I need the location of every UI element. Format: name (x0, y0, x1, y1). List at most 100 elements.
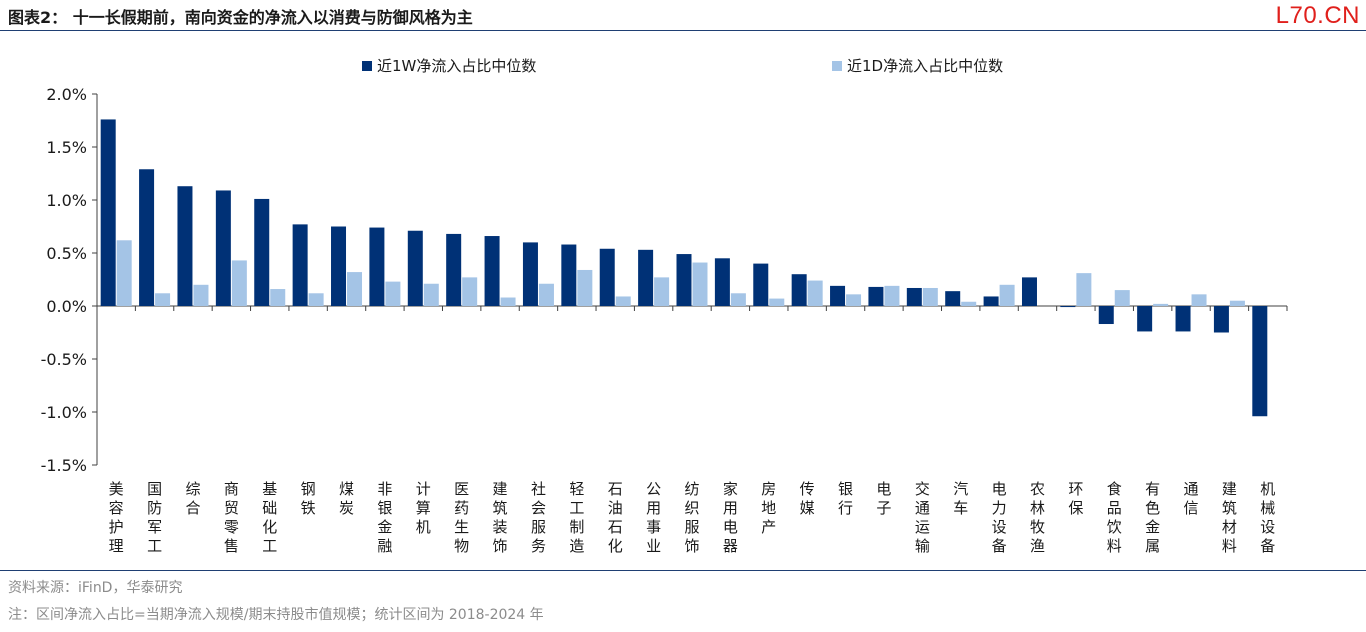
bar-1d (577, 269, 593, 306)
y-tick-label: 0.5% (46, 244, 87, 263)
legend-label: 近1D净流入占比中位数 (847, 57, 1003, 75)
category-label: 环保 (1068, 480, 1083, 517)
figure-title: 图表2： 十一长假期前，南向资金的净流入以消费与防御风格为主 (8, 8, 473, 27)
bar-1d (922, 287, 938, 306)
bar-1w (753, 263, 769, 306)
bottom-divider (0, 570, 1366, 571)
bar-1w (522, 242, 538, 306)
watermark-logo: L70.CN (1275, 2, 1360, 29)
bar-1d (999, 284, 1015, 306)
bar-1w (1060, 306, 1076, 308)
bar-1d (654, 277, 670, 306)
bar-chart: 2.0% 1.5% 1.0% 0.5% 0.0% -0.5% -1.0% -1.5% 美容护理 国… (41, 57, 1288, 555)
bar-1w (254, 198, 270, 306)
chart-area: 2.0% 1.5% 1.0% 0.5% 0.0% -0.5% -1.0% -1.5% 美容护理 国… (0, 40, 1366, 569)
legend-swatch (362, 61, 372, 71)
category-label: 通信 (1184, 480, 1199, 517)
bar-1w (1213, 306, 1229, 333)
bar-1w (983, 296, 999, 306)
bar-1w (1021, 277, 1037, 306)
bar-1w (676, 254, 692, 306)
bar-1w (1175, 306, 1191, 332)
category-label: 综合 (185, 480, 200, 517)
bar-1w (215, 190, 231, 306)
category-label: 机械设备 (1260, 480, 1275, 555)
category-label: 国防军工 (147, 480, 162, 555)
bar-1d (1229, 300, 1245, 306)
y-tick-label: 1.0% (46, 191, 87, 210)
category-label: 石油石化 (608, 480, 623, 555)
bar-1d (116, 240, 132, 306)
category-label: 计算机 (416, 480, 431, 536)
bar-1w (1098, 306, 1114, 325)
category-label: 家用电器 (723, 480, 738, 555)
bar-1d (884, 285, 900, 306)
bar-1w (599, 248, 615, 306)
bar-1d (1191, 294, 1207, 306)
bar-1w (1252, 306, 1268, 417)
bar-1d (385, 281, 401, 306)
category-label: 汽车 (953, 480, 968, 517)
bar-1w (177, 186, 193, 306)
category-label: 轻工制造 (569, 480, 584, 555)
bar-1w (945, 291, 961, 306)
bar-1w (906, 287, 922, 306)
bar-1d (423, 283, 439, 306)
legend-swatch (832, 61, 842, 71)
category-label: 农林牧渔 (1030, 480, 1045, 555)
bar-1d (500, 297, 516, 306)
bar-1w (484, 236, 500, 306)
category-label: 电子 (876, 480, 891, 517)
category-label: 非银金融 (377, 480, 392, 555)
footnote: 注：区间净流入占比=当期净流入规模/期末持股市值规模；统计区间为 2018-20… (8, 607, 544, 623)
bar-1d (1153, 303, 1169, 306)
bar-1w (292, 224, 308, 306)
bar-1d (692, 262, 708, 306)
bar-1w (331, 226, 347, 306)
category-label: 食品饮料 (1107, 480, 1122, 555)
category-label: 公用事业 (646, 480, 661, 555)
bar-1w (139, 169, 155, 306)
category-label: 房地产 (761, 480, 776, 536)
bar-1w (1137, 306, 1153, 332)
bar-1w (561, 244, 577, 306)
legend-label: 近1W净流入占比中位数 (377, 57, 536, 75)
category-label: 医药生物 (454, 480, 469, 555)
y-tick-label: -0.5% (41, 350, 87, 369)
bar-1w (638, 249, 654, 306)
category-label: 建筑装饰 (493, 480, 508, 555)
category-label: 煤炭 (339, 480, 354, 517)
bar-1d (462, 277, 478, 306)
y-tick-label: -1.0% (41, 403, 87, 422)
category-label: 建筑材料 (1222, 480, 1237, 555)
bar-1d (270, 289, 286, 306)
bar-1w (791, 274, 807, 306)
y-tick-label: 0.0% (46, 297, 87, 316)
bar-1d (615, 296, 631, 306)
y-tick-label: 2.0% (46, 85, 87, 104)
bar-1d (807, 280, 823, 306)
bar-1d (308, 293, 324, 306)
bar-1d (538, 283, 554, 306)
bar-1d (846, 294, 862, 306)
bar-1d (347, 272, 363, 306)
category-label: 钢铁 (301, 480, 316, 517)
bar-1d (1076, 273, 1092, 306)
bar-1d (155, 293, 171, 306)
bar-1w (407, 230, 423, 306)
category-label: 商贸零售 (224, 480, 239, 555)
bar-1w (868, 286, 884, 306)
bar-1d (1114, 290, 1130, 306)
bar-1w (369, 227, 385, 306)
bar-1d (231, 260, 247, 306)
bar-1w (446, 233, 462, 306)
y-tick-label: -1.5% (41, 456, 87, 475)
category-label: 基础化工 (262, 480, 277, 555)
bar-1d (193, 284, 209, 306)
bar-1d (730, 293, 746, 306)
category-label: 纺织服饰 (684, 480, 699, 555)
bar-1w (830, 285, 846, 306)
y-tick-label: 1.5% (46, 138, 87, 157)
category-label: 美容护理 (109, 480, 124, 555)
bar-1d (769, 298, 785, 306)
